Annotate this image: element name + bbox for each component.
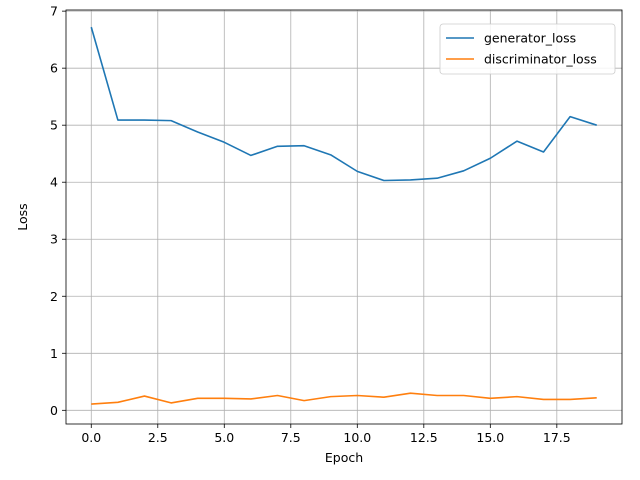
legend-box: [439, 23, 616, 75]
legend-label: generator_loss: [484, 31, 576, 46]
y-tick-label: 5: [50, 118, 58, 133]
grid-lines: [66, 10, 622, 424]
series-group: [90, 26, 597, 405]
x-ticks: 0.0 2.5 5.0 7.5 10.0 12.5 15.0 17.5: [81, 424, 571, 445]
legend: generator_loss discriminator_loss: [439, 23, 616, 75]
y-axis-label: Loss: [15, 203, 30, 230]
y-tick-label: 6: [50, 61, 58, 76]
x-tick-label: 10.0: [343, 430, 371, 445]
series-line-discriminator-loss: [91, 392, 597, 405]
y-tick-label: 7: [50, 4, 58, 19]
y-tick-label: 4: [50, 175, 58, 190]
x-tick-label: 5.0: [214, 430, 234, 445]
legend-label: discriminator_loss: [484, 52, 597, 67]
plot-frame: [65, 9, 623, 425]
x-tick-label: 7.5: [281, 430, 301, 445]
series-line-generator-loss: [90, 26, 597, 182]
x-tick-label: 15.0: [476, 430, 504, 445]
x-tick-label: 17.5: [543, 430, 571, 445]
y-tick-label: 1: [50, 346, 58, 361]
y-ticks: 0 1 2 3 4 5 6 7: [50, 4, 66, 418]
x-tick-label: 0.0: [81, 430, 101, 445]
y-tick-label: 0: [50, 403, 58, 418]
y-tick-label: 3: [50, 232, 58, 247]
x-tick-label: 2.5: [148, 430, 168, 445]
x-tick-label: 12.5: [410, 430, 438, 445]
x-axis-label: Epoch: [325, 450, 363, 465]
y-tick-label: 2: [50, 289, 58, 304]
